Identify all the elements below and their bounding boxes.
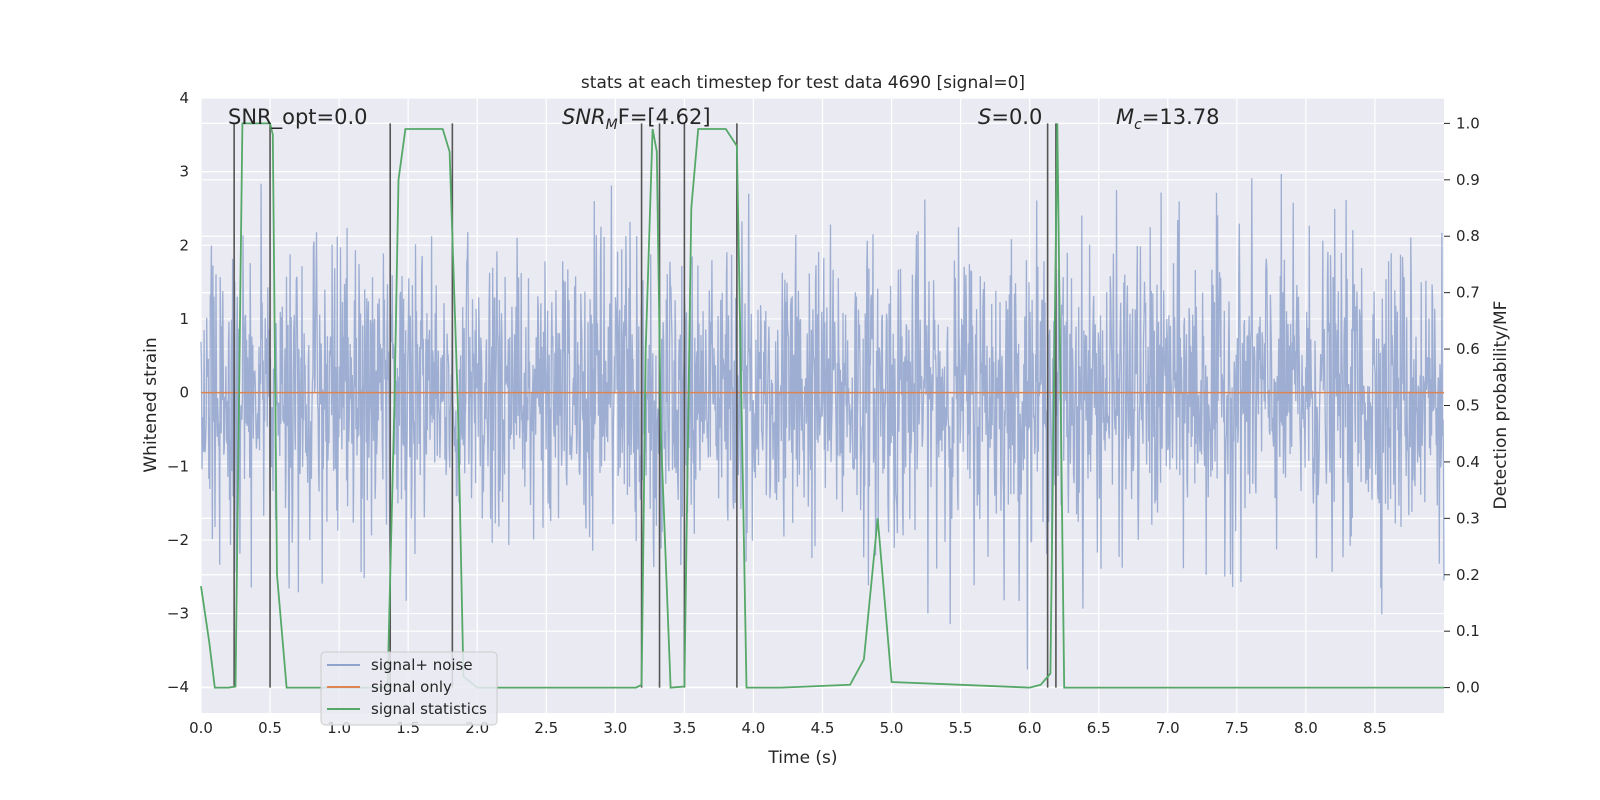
y-right-tick-label: 0.9 bbox=[1456, 171, 1480, 189]
x-tick-label: 5.0 bbox=[880, 719, 904, 737]
chart-title: stats at each timestep for test data 469… bbox=[581, 73, 1025, 93]
x-tick-label: 2.5 bbox=[534, 719, 558, 737]
x-tick-label: 7.5 bbox=[1225, 719, 1249, 737]
annotation-snr-opt: SNR_opt=0.0 bbox=[228, 105, 368, 130]
y-right-tick-label: 0.3 bbox=[1456, 509, 1480, 527]
detection-markers bbox=[233, 123, 1057, 688]
x-tick-label: 6.5 bbox=[1087, 719, 1111, 737]
y-right-tick-labels: 1.0 0.9 0.8 0.7 0.6 0.5 0.4 0.3 0.2 0.1 0.0 bbox=[1444, 114, 1480, 697]
y-right-tick-label: 0.5 bbox=[1456, 397, 1480, 415]
y-left-tick-label: −2 bbox=[167, 531, 189, 549]
x-tick-label: 8.5 bbox=[1363, 719, 1387, 737]
x-axis-label: Time (s) bbox=[767, 748, 837, 768]
y-left-tick-labels: 4 3 2 1 0 −1 −2 −3 −4 bbox=[167, 89, 189, 696]
y-left-tick-label: 0 bbox=[179, 384, 189, 402]
y-left-axis-label: Whitened strain bbox=[141, 337, 161, 472]
annotation-mc: Mc=13.78 bbox=[1116, 105, 1220, 133]
x-tick-label: 3.5 bbox=[672, 719, 696, 737]
x-tick-label: 8.0 bbox=[1294, 719, 1318, 737]
y-right-tick-label: 0.8 bbox=[1456, 227, 1480, 245]
signal-statistics-series bbox=[200, 122, 1444, 689]
signal-noise-series bbox=[200, 173, 1445, 670]
y-right-tick-label: 0.1 bbox=[1456, 622, 1480, 640]
y-right-tick-label: 0.7 bbox=[1456, 284, 1480, 302]
x-tick-label: 4.0 bbox=[742, 719, 766, 737]
y-left-tick-label: −1 bbox=[167, 457, 189, 475]
x-tick-label: 0.5 bbox=[258, 719, 282, 737]
x-tick-label: 7.0 bbox=[1156, 719, 1180, 737]
x-tick-label: 3.0 bbox=[603, 719, 627, 737]
legend-label-signal: signal only bbox=[371, 678, 452, 696]
y-right-tick-label: 1.0 bbox=[1456, 114, 1480, 132]
y-right-tick-label: 0.6 bbox=[1456, 340, 1480, 358]
y-left-tick-label: 1 bbox=[179, 310, 189, 328]
legend-box bbox=[320, 651, 498, 726]
y-left-tick-label: 2 bbox=[179, 236, 189, 254]
legend-label-stats: signal statistics bbox=[371, 700, 487, 718]
x-tick-label: 4.5 bbox=[811, 719, 835, 737]
y-right-tick-label: 0.0 bbox=[1456, 679, 1480, 697]
annotation-snr-mf: SNRMF=[4.62] bbox=[562, 105, 711, 133]
x-tick-label: 0.0 bbox=[189, 719, 213, 737]
y-right-axis-label: Detection probability/MF bbox=[1491, 301, 1511, 510]
y-left-tick-label: −4 bbox=[167, 678, 189, 696]
annotation-s-stat: S=0.0 bbox=[978, 105, 1042, 129]
y-right-tick-label: 0.2 bbox=[1456, 566, 1480, 584]
y-left-tick-label: −3 bbox=[167, 605, 189, 623]
y-left-tick-label: 3 bbox=[179, 163, 189, 181]
x-tick-label: 5.5 bbox=[949, 719, 973, 737]
y-right-tick-label: 0.4 bbox=[1456, 453, 1480, 471]
y-left-tick-label: 4 bbox=[179, 89, 189, 107]
legend: signal+ noise signal only signal statist… bbox=[320, 651, 498, 726]
legend-label-noise: signal+ noise bbox=[371, 656, 473, 674]
x-tick-label: 6.0 bbox=[1018, 719, 1042, 737]
